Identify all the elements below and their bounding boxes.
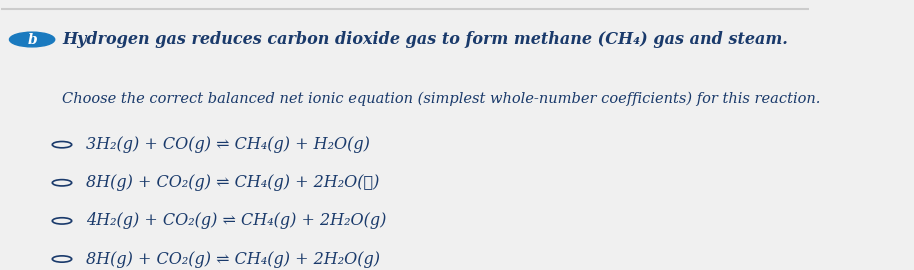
Text: Choose the correct balanced net ionic equation (simplest whole-number coefficien: Choose the correct balanced net ionic eq… — [62, 92, 821, 106]
Text: 8H(g) + CO₂(g) ⇌ CH₄(g) + 2H₂O(ℓ): 8H(g) + CO₂(g) ⇌ CH₄(g) + 2H₂O(ℓ) — [86, 174, 379, 191]
Text: 4H₂(g) + CO₂(g) ⇌ CH₄(g) + 2H₂O(g): 4H₂(g) + CO₂(g) ⇌ CH₄(g) + 2H₂O(g) — [86, 212, 387, 230]
Circle shape — [9, 32, 55, 47]
Text: b: b — [27, 32, 37, 46]
Text: 8H(g) + CO₂(g) ⇌ CH₄(g) + 2H₂O(g): 8H(g) + CO₂(g) ⇌ CH₄(g) + 2H₂O(g) — [86, 251, 380, 268]
Text: Hydrogen gas reduces carbon dioxide gas to form methane (CH₄) gas and steam.: Hydrogen gas reduces carbon dioxide gas … — [62, 31, 788, 48]
Text: 3H₂(g) + CO(g) ⇌ CH₄(g) + H₂O(g): 3H₂(g) + CO(g) ⇌ CH₄(g) + H₂O(g) — [86, 136, 370, 153]
